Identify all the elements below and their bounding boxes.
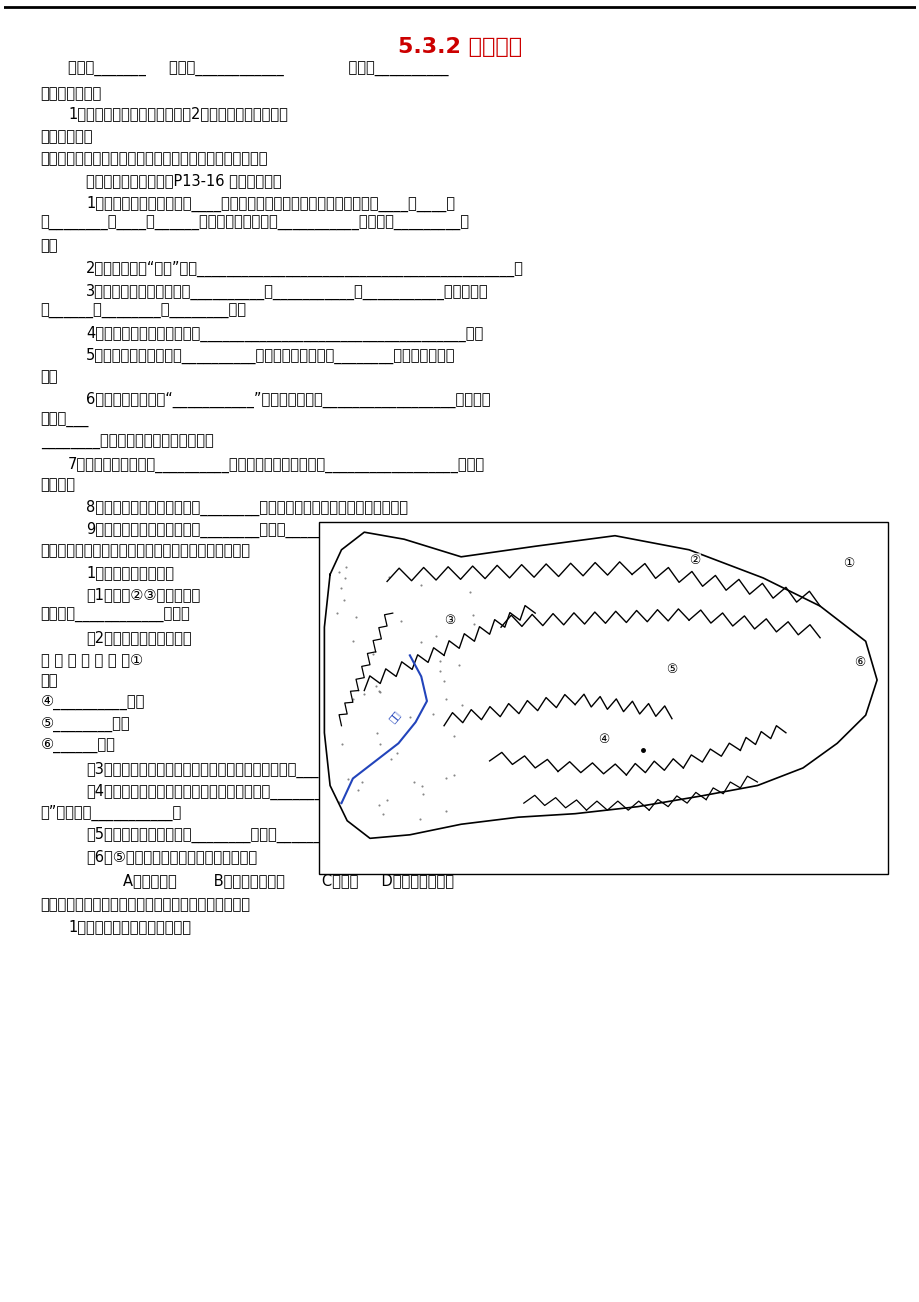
Text: ②: ② — [688, 553, 699, 566]
Text: 8、世界上海拔最高的铁路是________。它的建成打破了西藏无铁路的历史。: 8、世界上海拔最高的铁路是________。它的建成打破了西藏无铁路的历史。 — [86, 500, 408, 516]
Text: 学习任务一：阅读课本P13-16 完成下列问题: 学习任务一：阅读课本P13-16 完成下列问题 — [86, 173, 281, 189]
Text: 4、青藏地区的农作物主要有____________________________________等。: 4、青藏地区的农作物主要有___________________________… — [86, 327, 483, 342]
Text: 1、读图完成下列问题: 1、读图完成下列问题 — [86, 565, 174, 581]
Text: 班级：_______     学号：____________              姓名：__________: 班级：_______ 学号：____________ 姓名：__________ — [68, 62, 448, 77]
Text: 有______、________、________等。: 有______、________、________等。 — [40, 305, 246, 319]
Text: 地 理 事 物 名 称 ：①: 地 理 事 物 名 称 ：① — [40, 652, 147, 668]
Text: 6、柴达木盆地又称“___________”，盆内有丰富的__________________等资源，: 6、柴达木盆地又称“___________”，盆内有丰富的___________… — [86, 392, 490, 409]
Text: ⑥______河。: ⑥______河。 — [40, 738, 116, 753]
Text: 5、本区藏传佛教圣地是__________。好客的藏民常常以________作为对运客的敬: 5、本区藏传佛教圣地是__________。好客的藏民常常以________作为… — [86, 348, 455, 365]
Text: ①: ① — [842, 557, 854, 570]
Text: （6）⑤铁路建设中最大的障碍是（　　）: （6）⑤铁路建设中最大的障碍是（ ） — [86, 849, 257, 865]
Text: 等公路。: 等公路。 — [40, 478, 75, 492]
Text: ⑤: ⑤ — [665, 663, 677, 676]
Text: ④__________山；: ④__________山； — [40, 695, 145, 710]
Text: （一）、自主学习（教师寄语：良好的开端是成功的一半）: （一）、自主学习（教师寄语：良好的开端是成功的一半） — [40, 151, 267, 167]
Text: 地形区是____________盆地。: 地形区是____________盆地。 — [40, 608, 190, 624]
Bar — [318, 522, 888, 874]
Text: 二、学习过程: 二、学习过程 — [40, 130, 93, 145]
Text: （5）青藏铁路的南段东起________，西至__________。: （5）青藏铁路的南段东起________，西至__________。 — [86, 827, 359, 844]
Text: （1）位于②③山脉北侧的: （1）位于②③山脉北侧的 — [86, 587, 200, 603]
Text: 9、青藏地区的主要农业区有________谷地和________谷地。: 9、青藏地区的主要农业区有________谷地和________谷地。 — [86, 522, 370, 538]
Text: 心水: 心水 — [387, 708, 402, 724]
Text: 意。: 意。 — [40, 368, 58, 384]
Text: ⑥: ⑥ — [854, 656, 865, 669]
Text: （2）写出图中数字代表的: （2）写出图中数字代表的 — [86, 630, 192, 646]
Text: 5.3.2 青藏地区: 5.3.2 青藏地区 — [398, 36, 521, 56]
Text: 其中在___: 其中在___ — [40, 413, 89, 428]
Text: 山；: 山； — [40, 673, 58, 687]
Text: 3、青藏地区的珍稀动物有__________、___________和___________。主要牿畜: 3、青藏地区的珍稀动物有__________、___________和_____… — [86, 284, 488, 299]
Text: （3）该区资源丰富，其中属于洁净、无污染的能源有_______________________。: （3）该区资源丰富，其中属于洁净、无污染的能源有________________… — [86, 762, 474, 779]
Text: 1、了解青藏地区的基本概况；2、分析青藏地区的特征: 1、了解青藏地区的基本概况；2、分析青藏地区的特征 — [68, 107, 288, 121]
Text: 一、学习目标：: 一、学习目标： — [40, 86, 102, 100]
Text: 1、青藏地区的基本地理事物。: 1、青藏地区的基本地理事物。 — [68, 919, 191, 934]
Text: 主。: 主。 — [40, 238, 58, 254]
Text: A、高寒缺氧        B、滑坡、泥石流        C、冻土     D、通过沼泽地带: A、高寒缺氧 B、滑坡、泥石流 C、冻土 D、通过沼泽地带 — [122, 874, 453, 888]
Text: （三）、课堂总结（教师寄语：不断总结，才能提高）: （三）、课堂总结（教师寄语：不断总结，才能提高） — [40, 897, 250, 911]
Text: ④: ④ — [597, 733, 608, 746]
Text: 2、三江源地的“三江”是指___________________________________________。: 2、三江源地的“三江”是指___________________________… — [86, 260, 524, 276]
Text: 1、青藏地区位于我国的第____阶梯，世界众多名河都发源于这里，如：____、____、: 1、青藏地区位于我国的第____阶梯，世界众多名河都发源于这里，如：____、_… — [86, 195, 455, 212]
Text: 盆”之称的是___________。: 盆”之称的是___________。 — [40, 805, 182, 822]
Text: ⑤________市；: ⑤________市； — [40, 717, 130, 732]
Text: （二）、合作共建（教师寄语：合作的力量是无穷的）: （二）、合作共建（教师寄语：合作的力量是无穷的） — [40, 544, 250, 559]
Text: ③: ③ — [444, 613, 455, 626]
Text: ________附近建有我国最大的鉶肥厂。: ________附近建有我国最大的鉶肥厂。 — [40, 435, 213, 450]
Text: 7、青藏地区构成了以__________为中心的公路网，主要有__________________和中尼: 7、青藏地区构成了以__________为中心的公路网，主要有_________… — [68, 457, 484, 473]
Text: （4）青藏地区主要包括西藏自治区、青海省和__________省西部。该地区有“聚宝: （4）青藏地区主要包括西藏自治区、青海省和__________省西部。该地区有“… — [86, 784, 438, 801]
Text: 、________、____、______等。主要自然特征是___________，民族以_________为: 、________、____、______等。主要自然特征是__________… — [40, 216, 469, 232]
